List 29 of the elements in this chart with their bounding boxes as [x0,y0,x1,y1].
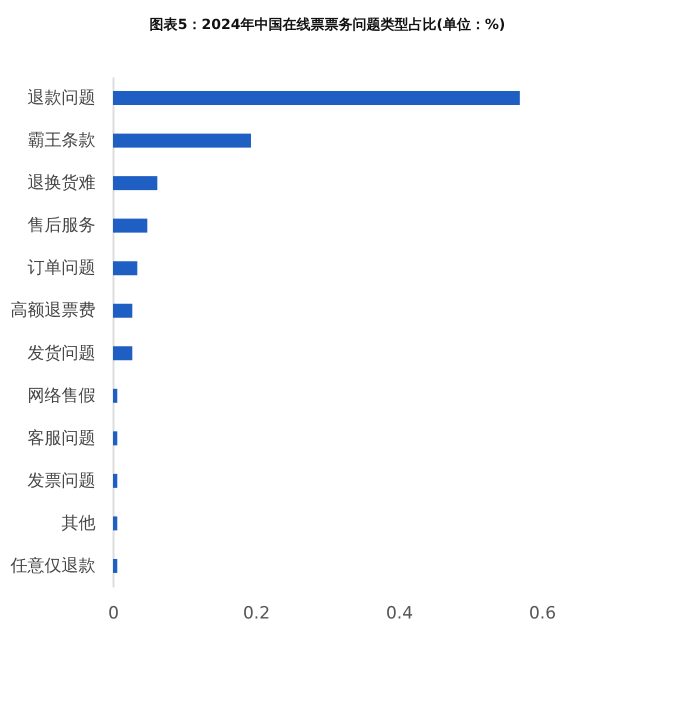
bar [113,431,118,446]
y-tick-label: 网络售假 [28,386,96,406]
y-tick-label: 退换货难 [28,173,96,194]
y-tick-label: 霸王条款 [28,130,96,151]
bar [113,474,118,488]
y-tick-label: 发票问题 [28,470,96,491]
bar [113,516,118,530]
bar [113,304,132,318]
bar [113,176,158,190]
bar [113,558,118,573]
bar [113,346,132,360]
bar [113,388,118,403]
x-tick-label: 0.4 [386,604,414,624]
y-tick-label: 订单问题 [28,258,96,278]
x-tick-label: 0 [108,604,119,624]
y-tick-label: 任意仅退款 [10,556,96,576]
bar [113,134,251,148]
y-tick-label: 客服问题 [28,428,96,448]
y-tick-label: 高额退票费 [10,300,96,321]
chart-title: 图表5：2024年中国在线票票务问题类型占比(单位：%) [150,17,506,33]
y-tick-label: 退款问题 [28,88,96,108]
x-tick-label: 0.2 [242,604,270,624]
y-tick-label: 售后服务 [28,216,96,236]
bar [113,91,520,106]
bar [113,218,148,233]
x-tick-label: 0.6 [528,604,556,624]
y-tick-label: 其他 [62,513,96,534]
y-tick-label: 发货问题 [28,343,96,364]
bar [113,261,138,276]
